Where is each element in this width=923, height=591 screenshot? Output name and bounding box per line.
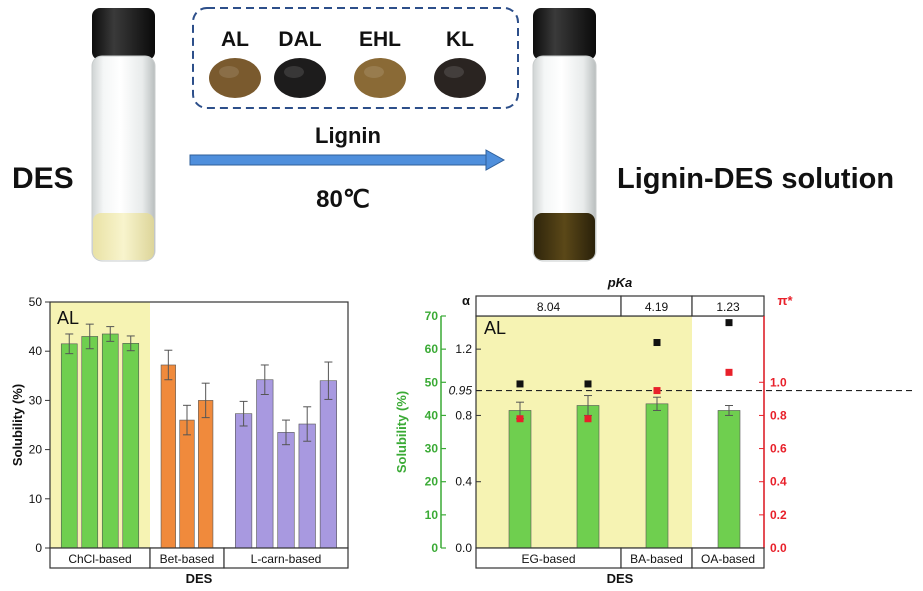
solubility-tick-label: 50 [425,375,439,389]
pi-axis-label: π* [777,293,793,308]
panel-label: AL [57,308,79,328]
category-label: ChCl-based [68,552,131,566]
y-tick-label: 20 [29,443,43,457]
solubility-tick-label: 10 [425,508,439,522]
bar [645,403,669,549]
pi-tick-label: 0.0 [770,541,787,555]
pi-tick-label: 1.0 [770,375,787,389]
scheme: DES AL DAL EHL KL Lignin 80℃ Lignin-DES sol… [12,7,894,262]
pka-box [691,295,765,317]
y-tick-label: 40 [29,344,43,358]
lignin-samples-box [192,7,519,109]
arrow-top-label: Lignin [315,123,381,148]
pka-value: 4.19 [645,300,669,314]
lignin-powder [354,58,406,98]
bar [256,379,274,549]
pi-marker [725,368,733,376]
des-liquid [93,213,154,260]
bar [198,400,214,549]
solubility-tick-label: 40 [425,408,439,422]
alpha-tick-label: 0.8 [455,408,472,422]
pi-tick-label: 0.4 [770,475,787,489]
y-axis-label: Solubility (%) [394,391,409,473]
sample-label: KL [446,28,474,51]
vial-cap [92,8,155,60]
category-label: OA-based [701,552,755,566]
bar [508,410,532,549]
bar [319,380,337,549]
sample-label: DAL [278,28,321,51]
lignin-powder [434,58,486,98]
x-axis-label: DES [607,571,634,586]
category-label: EG-based [521,552,575,566]
des-label: DES [12,162,74,195]
sample-label: AL [221,28,249,51]
alpha-marker [516,380,524,388]
lignin-powder [274,58,326,98]
solubility-tick-label: 60 [425,342,439,356]
category-label: L-carn-based [251,552,322,566]
bar [298,423,316,549]
alpha-tick-label: 1.2 [455,342,472,356]
alpha-marker [725,319,733,327]
bar [576,405,600,549]
alpha-marker [584,380,592,388]
powder-highlight [444,66,464,78]
category-label: BA-based [630,552,683,566]
y-tick-label: 30 [29,393,43,407]
bar [277,432,295,549]
pi-tick-label: 0.6 [770,442,787,456]
chart-left: AL 0 10 20 30 40 50 Solubility (%) ChCl-based Bet… [10,295,349,586]
solution-label: Lignin-DES solution [617,163,894,195]
top-axis-label: pKa [607,275,633,290]
bar [235,413,253,549]
category-label: Bet-based [160,552,215,566]
solubility-tick-label: 30 [425,442,439,456]
reaction-arrow [189,149,506,171]
arrow-bottom-label: 80℃ [316,186,370,213]
alpha-tick-label: 0.95 [449,384,473,398]
powder-highlight [364,66,384,78]
pi-tick-label: 0.8 [770,408,787,422]
category-box [223,547,349,569]
bar [81,336,99,549]
category-box [691,547,765,569]
sample-label: EHL [359,28,401,51]
pi-marker [516,415,524,423]
powder-highlight [219,66,239,78]
alpha-tick-label: 0.0 [455,541,472,555]
y-axis-label: Solubility (%) [10,384,25,466]
solubility-tick-label: 20 [425,475,439,489]
bar [160,364,176,549]
solution-vial [532,8,597,262]
pka-value: 1.23 [716,300,740,314]
powder-highlight [284,66,304,78]
bar [179,419,195,549]
alpha-tick-label: 0.4 [455,475,472,489]
panel-label: AL [484,318,506,338]
chart-right: AL pKa 8.04 4.19 1.23 α π* 0 10 20 30 40 50 60 70 Solub… [394,275,915,586]
bar [60,343,78,549]
alpha-axis-label: α [462,293,470,308]
lignin-samples: AL DAL EHL KL [209,28,486,98]
solubility-tick-label: 70 [425,309,439,323]
pi-marker [653,387,661,395]
y-tick-label: 0 [35,541,42,555]
x-axis-label: DES [186,571,213,586]
bar [717,410,741,549]
y-tick-label: 10 [29,492,43,506]
des-vial [91,8,156,262]
solution-liquid [534,213,595,260]
pi-tick-label: 0.2 [770,508,787,522]
bar [101,333,119,549]
pka-value: 8.04 [537,300,561,314]
bar [122,343,140,549]
alpha-marker [653,339,661,347]
y-tick-label: 50 [29,295,43,309]
pi-marker [584,415,592,423]
vial-cap [533,8,596,60]
lignin-powder [209,58,261,98]
solubility-tick-label: 0 [431,541,438,555]
